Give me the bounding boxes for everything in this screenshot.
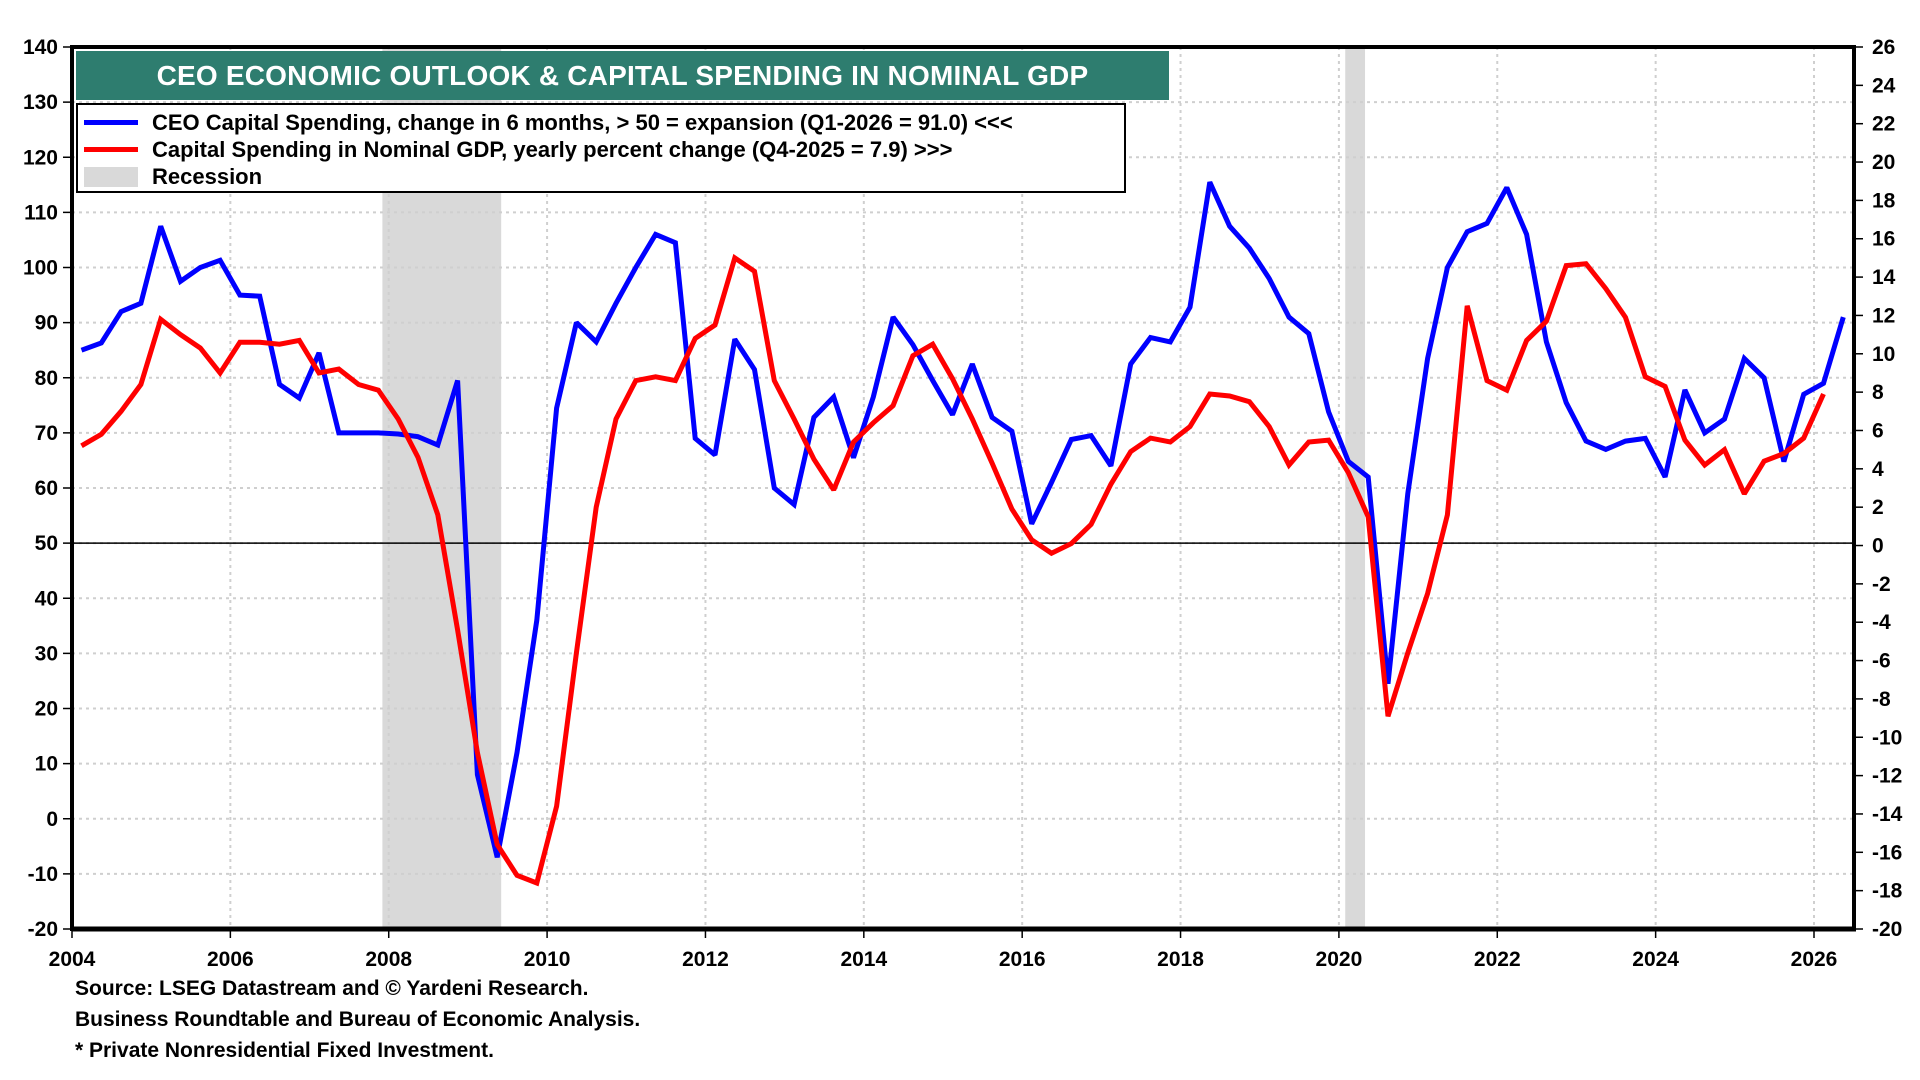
right-tick-label: -2 <box>1872 573 1891 596</box>
left-tick-label: 100 <box>23 257 58 280</box>
series-capital-spending-gdp-line <box>80 253 1826 887</box>
x-tick-label: 2018 <box>1157 948 1204 971</box>
left-tick-label: 30 <box>35 642 58 665</box>
right-tick-label: 2 <box>1872 496 1884 519</box>
x-tick-label: 2014 <box>840 948 887 971</box>
legend-swatch-red-line <box>84 147 138 152</box>
footnotes: Source: LSEG Datastream and © Yardeni Re… <box>75 977 640 1070</box>
x-tick-label: 2020 <box>1316 948 1363 971</box>
x-tick-label: 2004 <box>49 948 96 971</box>
legend-label: Capital Spending in Nominal GDP, yearly … <box>152 136 953 162</box>
series-ceo-capital-spending-line <box>80 181 1846 858</box>
x-tick-label: 2022 <box>1474 948 1521 971</box>
right-tick-label: 20 <box>1872 151 1895 174</box>
left-tick-label: 40 <box>35 587 58 610</box>
x-tick-label: 2024 <box>1632 948 1679 971</box>
x-tick-label: 2006 <box>207 948 254 971</box>
left-tick-label: 50 <box>35 532 58 555</box>
left-tick-label: 110 <box>24 201 58 224</box>
right-tick-label: -20 <box>1872 918 1902 941</box>
left-tick-label: 80 <box>35 367 58 390</box>
right-axis-ticks: 26242220181614121086420-2-4-6-8-10-12-14… <box>1854 36 1903 941</box>
data-note: Business Roundtable and Bureau of Econom… <box>75 1008 641 1031</box>
left-tick-label: 60 <box>35 477 58 500</box>
right-tick-label: -8 <box>1872 688 1891 711</box>
left-tick-label: 140 <box>23 36 58 59</box>
right-tick-label: 12 <box>1872 304 1895 327</box>
legend-swatch-blue-line <box>84 120 138 125</box>
right-tick-label: 22 <box>1872 113 1895 136</box>
x-axis-ticks: 2004 2006 2008 2010 2012 2014 2016 2018 2020 2022… <box>49 929 1838 971</box>
legend-item-ceo-capital-spending: CEO Capital Spending, change in 6 months… <box>84 109 1124 136</box>
right-tick-label: 0 <box>1872 535 1884 558</box>
right-tick-label: -16 <box>1872 841 1902 864</box>
left-tick-label: 130 <box>23 91 58 114</box>
series-lines <box>80 181 1846 887</box>
source-note: Source: LSEG Datastream and © Yardeni Re… <box>75 977 589 1000</box>
left-tick-label: 0 <box>46 808 58 831</box>
left-tick-label: 120 <box>23 146 58 169</box>
right-tick-label: 16 <box>1872 228 1895 251</box>
legend-item-capital-spending-gdp: Capital Spending in Nominal GDP, yearly … <box>84 136 1124 163</box>
x-tick-label: 2012 <box>682 948 729 971</box>
right-tick-label: 14 <box>1872 266 1896 289</box>
x-tick-label: 2026 <box>1791 948 1838 971</box>
left-tick-label: 90 <box>35 312 58 335</box>
x-tick-label: 2016 <box>999 948 1046 971</box>
axes <box>70 45 1856 932</box>
right-tick-label: -10 <box>1872 726 1902 749</box>
legend-label: Recession <box>152 163 263 189</box>
left-tick-label: 10 <box>35 753 58 776</box>
x-tick-label: 2008 <box>365 948 412 971</box>
left-tick-label: 20 <box>35 698 58 721</box>
right-tick-label: 4 <box>1872 458 1884 481</box>
right-tick-label: 26 <box>1872 36 1895 59</box>
right-tick-label: 6 <box>1872 419 1884 442</box>
chart-title: CEO ECONOMIC OUTLOOK & CAPITAL SPENDING … <box>76 51 1169 100</box>
definition-note: * Private Nonresidential Fixed Investmen… <box>75 1039 494 1062</box>
right-tick-label: -6 <box>1872 650 1891 673</box>
right-tick-label: 8 <box>1872 381 1884 404</box>
legend-item-recession: Recession <box>84 163 1124 190</box>
right-tick-label: 24 <box>1872 74 1896 97</box>
right-tick-label: 10 <box>1872 343 1895 366</box>
legend-label: CEO Capital Spending, change in 6 months… <box>152 109 1013 135</box>
right-tick-label: 18 <box>1872 189 1896 212</box>
left-tick-label: -10 <box>28 863 58 886</box>
legend: CEO Capital Spending, change in 6 months… <box>76 103 1126 193</box>
right-tick-label: -4 <box>1872 611 1891 634</box>
legend-swatch-recession <box>84 166 138 187</box>
left-tick-label: -20 <box>28 918 58 941</box>
left-tick-label: 70 <box>35 422 58 445</box>
right-tick-label: -18 <box>1872 880 1903 903</box>
right-tick-label: -12 <box>1872 765 1902 788</box>
right-tick-label: -14 <box>1872 803 1903 826</box>
x-tick-label: 2010 <box>524 948 571 971</box>
